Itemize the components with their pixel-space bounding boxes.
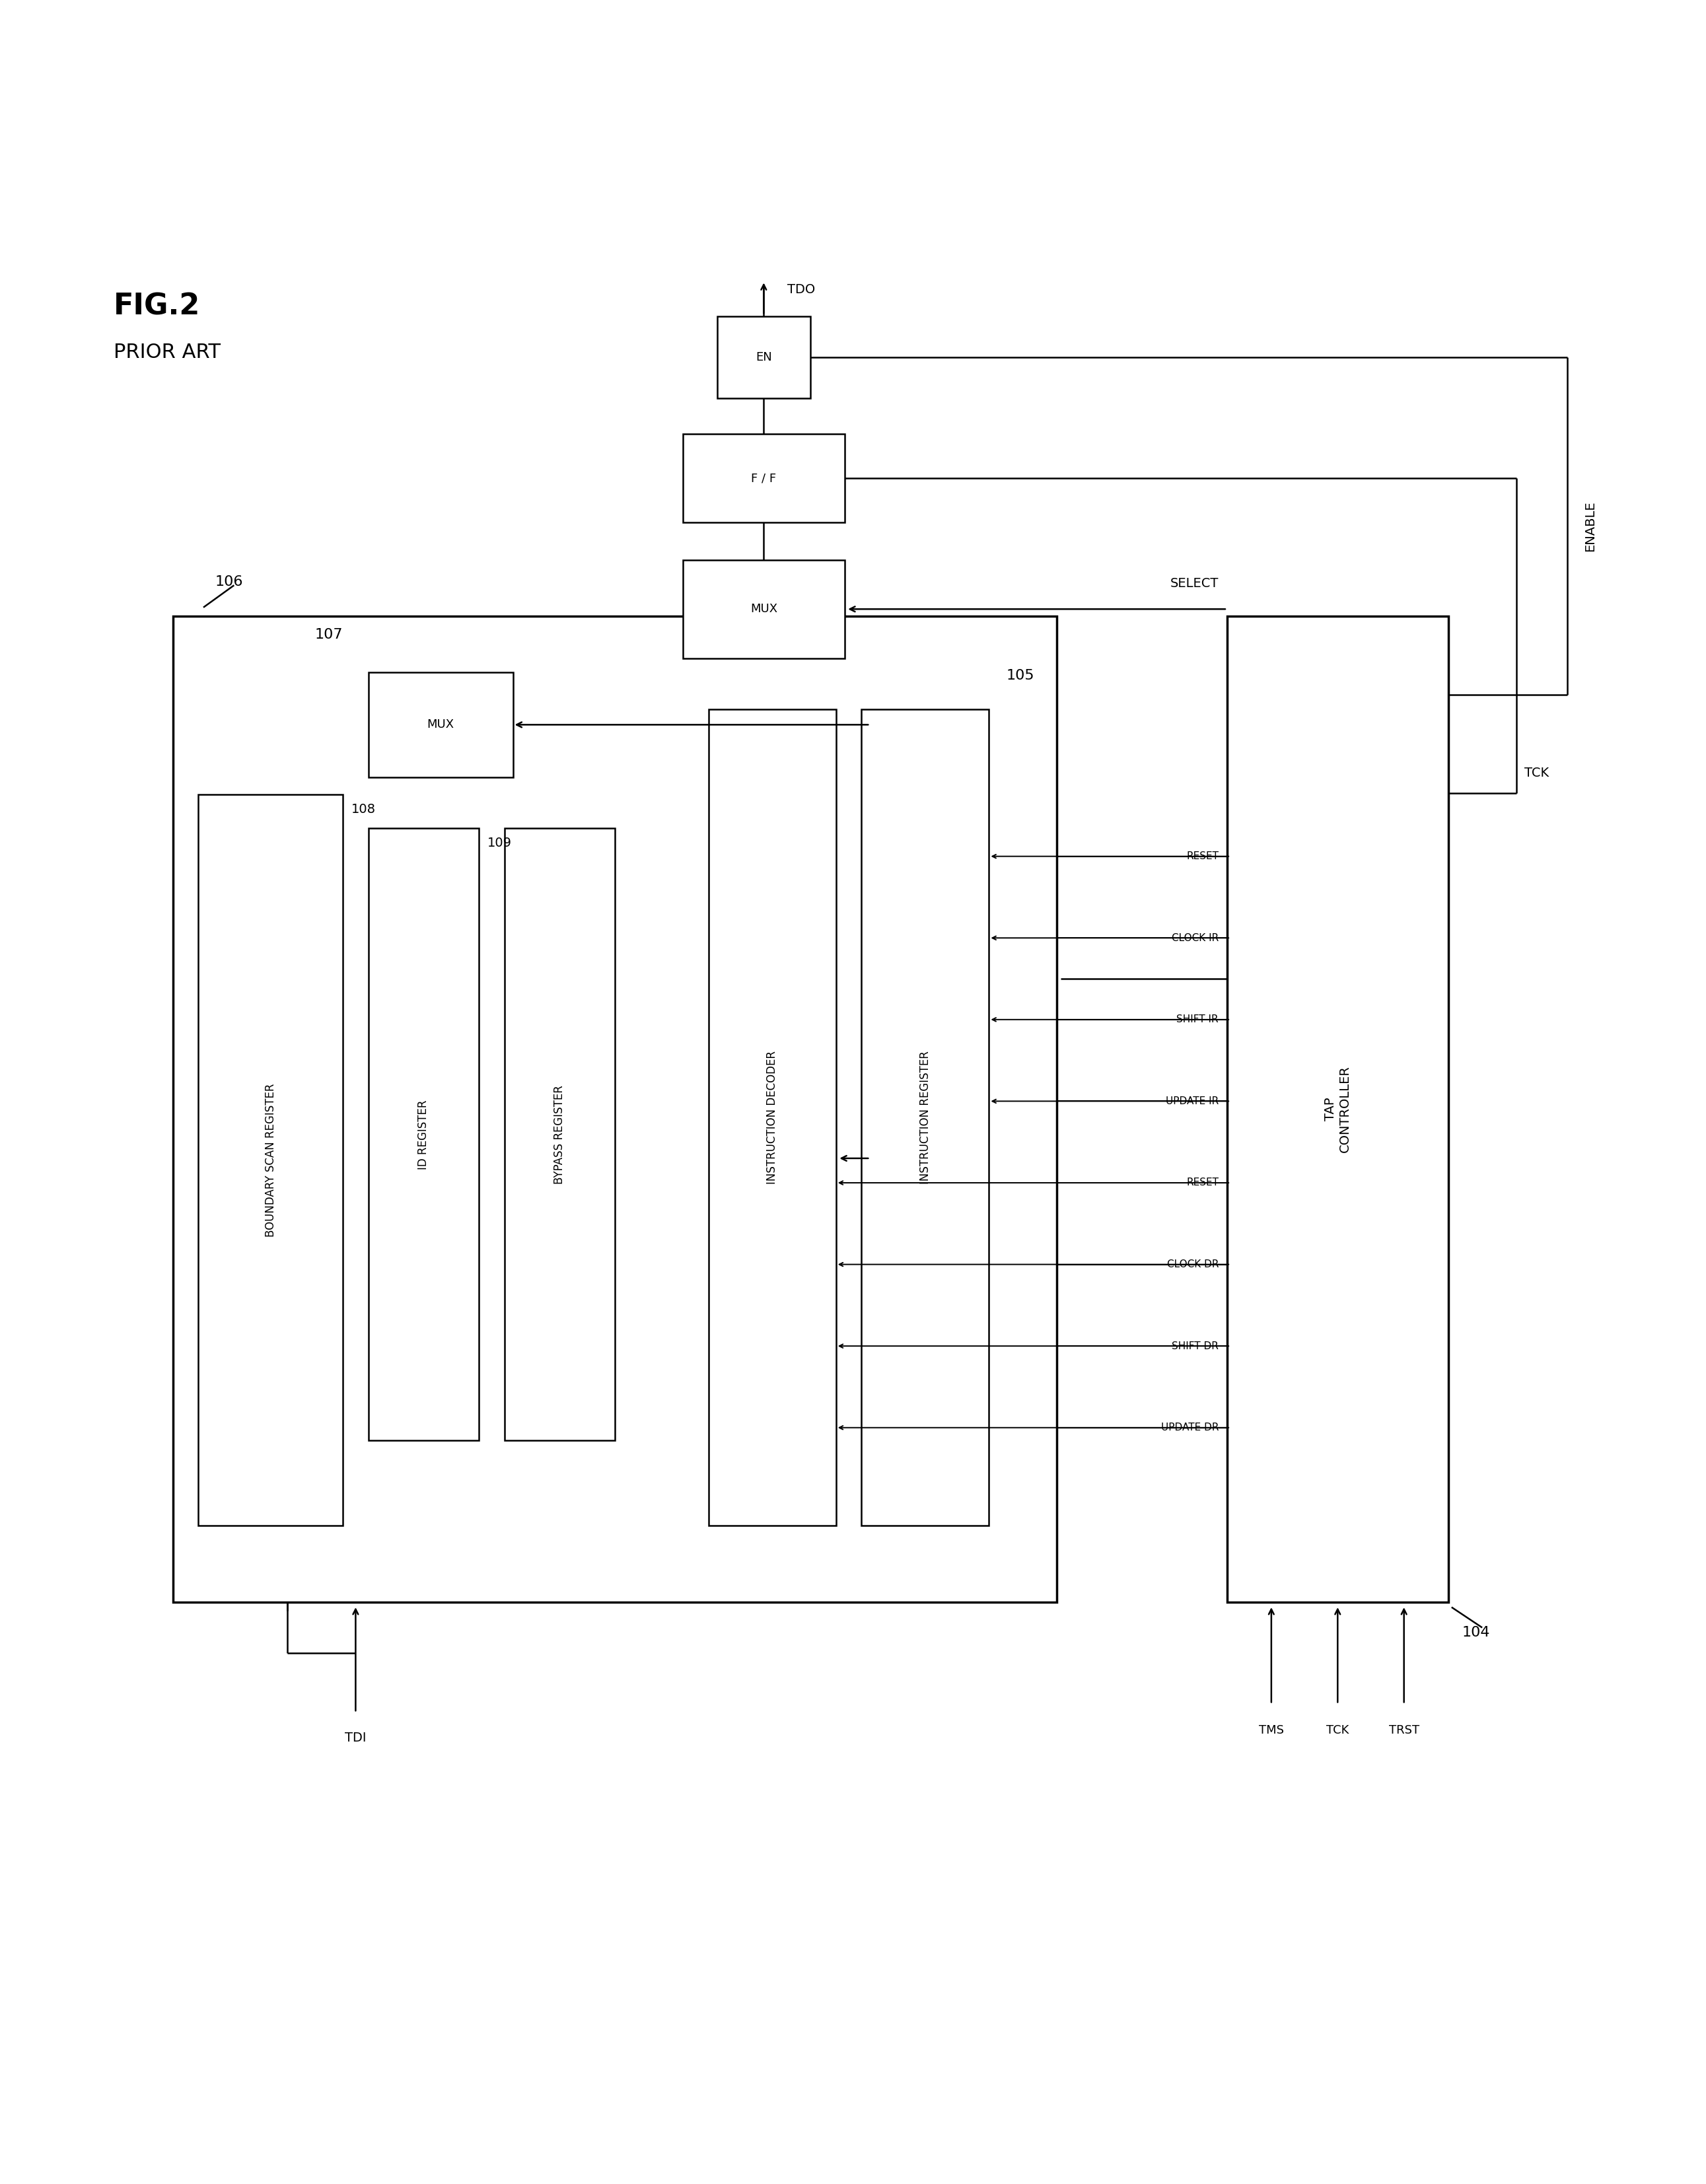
Text: SELECT: SELECT [1170,577,1218,590]
Text: INSTRUCTION REGISTER: INSTRUCTION REGISTER [920,1051,931,1184]
Text: ID REGISTER: ID REGISTER [418,1101,430,1168]
Text: BOUNDARY SCAN REGISTER: BOUNDARY SCAN REGISTER [264,1083,276,1236]
Text: TDI: TDI [345,1732,367,1745]
Text: 106: 106 [215,574,244,587]
Bar [862,710,989,1527]
Bar [198,795,343,1527]
Text: 105: 105 [1007,668,1034,681]
Bar [682,435,844,522]
Bar [505,828,614,1441]
Bar [1227,616,1448,1603]
Text: 109: 109 [488,836,512,850]
Text: TCK: TCK [1326,1725,1349,1736]
Text: FIG.2: FIG.2 [113,293,200,321]
Text: INSTRUCTION DECODER: INSTRUCTION DECODER [766,1051,778,1184]
Text: ENABLE: ENABLE [1585,500,1597,550]
Text: UPDATE DR: UPDATE DR [1160,1422,1218,1433]
Text: EN: EN [756,352,771,363]
Text: SHIFT IR: SHIFT IR [1177,1016,1218,1024]
Text: TAP
CONTROLLER: TAP CONTROLLER [1324,1066,1351,1153]
Bar [368,673,514,778]
Text: TRST: TRST [1389,1725,1419,1736]
Text: F / F: F / F [751,472,776,485]
Text: 104: 104 [1462,1627,1489,1640]
Text: RESET: RESET [1186,1177,1218,1188]
Bar [708,710,836,1527]
Bar [172,616,1058,1603]
Text: 108: 108 [351,804,375,815]
Text: UPDATE IR: UPDATE IR [1165,1096,1218,1105]
Text: CLOCK DR: CLOCK DR [1167,1260,1218,1269]
Text: CLOCK IR: CLOCK IR [1172,933,1218,943]
Text: TCK: TCK [1525,767,1549,780]
Text: TMS: TMS [1259,1725,1285,1736]
Bar [368,828,479,1441]
Text: 107: 107 [316,629,343,642]
Bar [717,317,810,397]
Text: MUX: MUX [426,719,454,732]
Text: TDO: TDO [788,284,815,295]
Text: SHIFT DR: SHIFT DR [1172,1341,1218,1352]
Text: BYPASS REGISTER: BYPASS REGISTER [554,1085,566,1184]
Text: PRIOR ART: PRIOR ART [113,343,220,363]
Bar [682,559,844,657]
Text: MUX: MUX [751,603,778,616]
Text: RESET: RESET [1186,852,1218,860]
